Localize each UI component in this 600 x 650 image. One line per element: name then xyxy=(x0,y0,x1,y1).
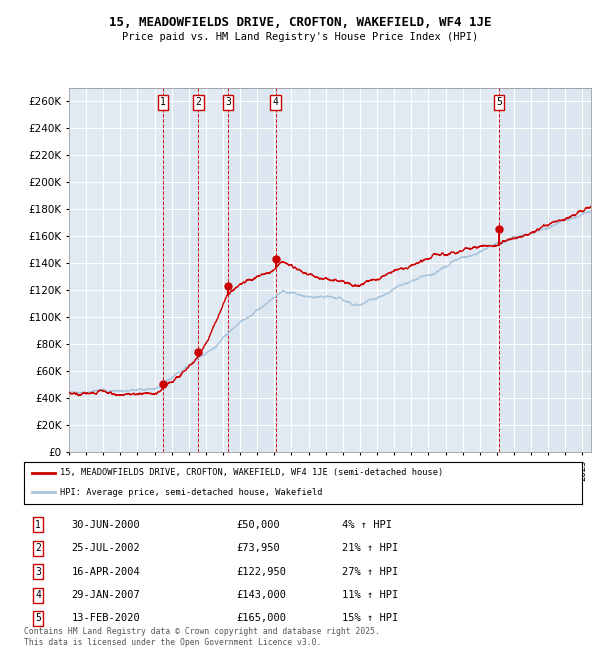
Text: £50,000: £50,000 xyxy=(236,520,280,530)
Text: 30-JUN-2000: 30-JUN-2000 xyxy=(71,520,140,530)
Text: 4: 4 xyxy=(273,98,278,107)
Text: £73,950: £73,950 xyxy=(236,543,280,553)
Text: 25-JUL-2002: 25-JUL-2002 xyxy=(71,543,140,553)
Text: Contains HM Land Registry data © Crown copyright and database right 2025.
This d: Contains HM Land Registry data © Crown c… xyxy=(24,627,380,647)
Text: Price paid vs. HM Land Registry's House Price Index (HPI): Price paid vs. HM Land Registry's House … xyxy=(122,32,478,42)
Text: 1: 1 xyxy=(160,98,166,107)
Bar xyxy=(276,88,499,452)
Text: £122,950: £122,950 xyxy=(236,567,286,577)
Text: 2: 2 xyxy=(196,98,202,107)
Text: 5: 5 xyxy=(35,614,41,623)
Text: 16-APR-2004: 16-APR-2004 xyxy=(71,567,140,577)
Text: 21% ↑ HPI: 21% ↑ HPI xyxy=(342,543,398,553)
Text: 15, MEADOWFIELDS DRIVE, CROFTON, WAKEFIELD, WF4 1JE: 15, MEADOWFIELDS DRIVE, CROFTON, WAKEFIE… xyxy=(109,16,491,29)
Text: 3: 3 xyxy=(225,98,231,107)
Bar xyxy=(69,88,163,452)
Text: £143,000: £143,000 xyxy=(236,590,286,600)
Text: 4: 4 xyxy=(35,590,41,600)
Text: 4% ↑ HPI: 4% ↑ HPI xyxy=(342,520,392,530)
Text: 3: 3 xyxy=(35,567,41,577)
Text: 15, MEADOWFIELDS DRIVE, CROFTON, WAKEFIELD, WF4 1JE (semi-detached house): 15, MEADOWFIELDS DRIVE, CROFTON, WAKEFIE… xyxy=(60,469,443,477)
Text: 2: 2 xyxy=(35,543,41,553)
Text: 11% ↑ HPI: 11% ↑ HPI xyxy=(342,590,398,600)
Text: 15% ↑ HPI: 15% ↑ HPI xyxy=(342,614,398,623)
Text: 1: 1 xyxy=(35,520,41,530)
Text: 13-FEB-2020: 13-FEB-2020 xyxy=(71,614,140,623)
Text: £165,000: £165,000 xyxy=(236,614,286,623)
Bar xyxy=(199,88,228,452)
Text: HPI: Average price, semi-detached house, Wakefield: HPI: Average price, semi-detached house,… xyxy=(60,488,323,497)
Text: 29-JAN-2007: 29-JAN-2007 xyxy=(71,590,140,600)
Text: 27% ↑ HPI: 27% ↑ HPI xyxy=(342,567,398,577)
Text: 5: 5 xyxy=(496,98,502,107)
